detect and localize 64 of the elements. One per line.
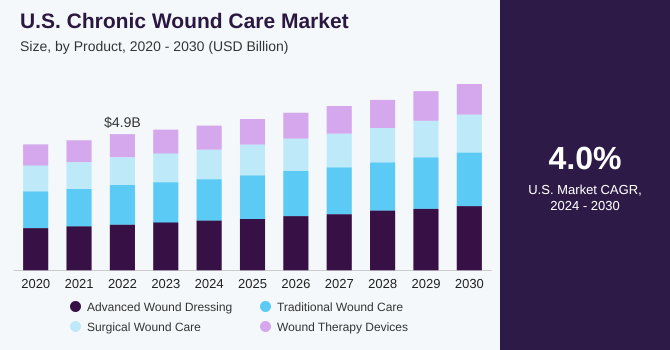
bar <box>23 144 48 166</box>
bar <box>110 157 135 186</box>
bar <box>456 152 482 206</box>
bar <box>326 214 352 270</box>
x-tick-label: 2020 <box>21 276 50 291</box>
chart-title: U.S. Chronic Wound Care Market <box>20 10 349 34</box>
bar <box>153 222 178 270</box>
bar <box>110 185 135 225</box>
legend-label: Wound Therapy Devices <box>276 320 409 334</box>
bar <box>370 210 396 270</box>
x-tick-label: 2030 <box>454 276 484 291</box>
text: 4.0% <box>548 140 622 177</box>
bar <box>23 192 48 228</box>
bar <box>240 119 266 145</box>
bar <box>66 188 92 226</box>
bar <box>110 224 135 270</box>
bar <box>66 226 92 270</box>
bar <box>283 216 308 270</box>
bar <box>153 130 178 154</box>
bar <box>326 168 352 214</box>
chart-subtitle: Size, by Product, 2020 - 2030 (USD Billion) <box>20 38 288 54</box>
bar <box>153 154 178 182</box>
bar <box>283 171 308 216</box>
bar <box>196 179 222 221</box>
legend-label: Traditional Wound Care <box>276 300 404 314</box>
bar <box>240 144 266 176</box>
bar <box>66 140 92 162</box>
bar <box>283 112 308 139</box>
bar <box>456 206 482 270</box>
bar <box>326 134 352 168</box>
bar <box>456 84 482 115</box>
bar <box>23 165 48 192</box>
bar <box>413 120 439 158</box>
bar <box>23 228 48 270</box>
x-tick-label: 2027 <box>324 276 354 291</box>
x-tick-label: 2029 <box>411 276 440 291</box>
legend-label: Surgical Wound Care <box>86 320 202 334</box>
bar <box>413 208 439 270</box>
bar <box>153 182 178 222</box>
bar <box>283 138 308 172</box>
bar <box>66 162 92 189</box>
x-tick-label: 2022 <box>108 276 137 291</box>
bar <box>196 126 222 150</box>
bar <box>456 114 482 153</box>
bar <box>196 220 222 270</box>
x-tick-label: 2021 <box>64 276 94 291</box>
legend-label: Advanced Wound Dressing <box>86 300 234 314</box>
bar <box>110 134 135 158</box>
bar <box>240 218 266 270</box>
x-tick-label: 2025 <box>238 276 267 291</box>
bar <box>370 100 396 128</box>
bar <box>413 91 439 121</box>
x-tick-label: 2026 <box>281 276 310 291</box>
bar <box>326 106 352 134</box>
bar <box>370 162 396 211</box>
bar <box>240 176 266 219</box>
bar <box>413 157 439 209</box>
text: U.S. Market CAGR, 2024 - 2030 <box>527 182 643 214</box>
x-tick-label: 2028 <box>368 276 398 291</box>
bar <box>370 128 396 162</box>
bar <box>196 150 222 180</box>
x-tick-label: 2023 <box>151 276 180 291</box>
x-tick-label: 2024 <box>194 276 224 291</box>
annotation: $4.9B <box>104 114 141 130</box>
